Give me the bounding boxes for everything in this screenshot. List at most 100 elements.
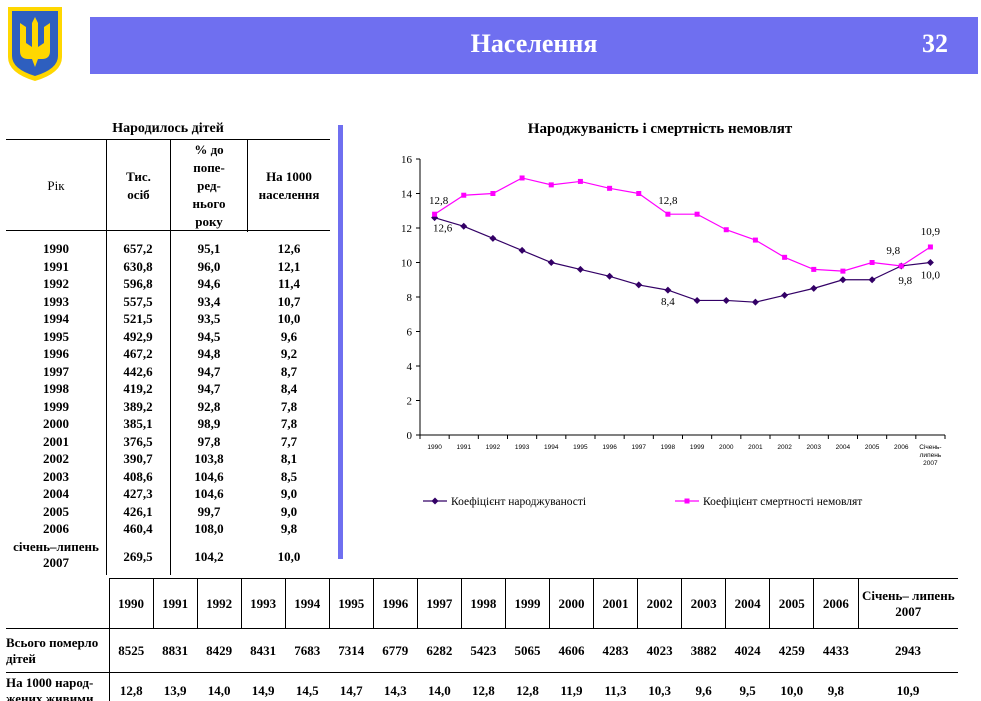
thousands-cell: 596,8 bbox=[123, 276, 153, 291]
table-row: 1999 389,2 92,8 7,8 bbox=[6, 399, 330, 417]
data-point bbox=[490, 191, 496, 196]
percent-cell: 99,7 bbox=[197, 503, 221, 519]
year-cell: 1990 bbox=[43, 241, 69, 256]
value-cell: 12,8 bbox=[516, 682, 539, 698]
births-table-body: 1990 657,2 95,1 12,6 1991 630,8 96,0 12,1 1992 59… bbox=[6, 231, 330, 575]
thousands-cell: 521,5 bbox=[123, 311, 153, 326]
per-1000-cell: 7,8 bbox=[280, 398, 298, 414]
year-header-cell: 2001 bbox=[593, 578, 638, 629]
table-row: 2004 427,3 104,6 9,0 bbox=[6, 486, 330, 504]
data-point bbox=[547, 259, 555, 266]
legend-marker bbox=[431, 497, 439, 505]
series-line-1 bbox=[434, 217, 931, 303]
per-1000-cell: 10,0 bbox=[277, 311, 301, 326]
y-tick-label: 8 bbox=[407, 292, 413, 304]
x-tick-label: 1993 bbox=[515, 444, 530, 451]
year-cell: 2005 bbox=[43, 503, 69, 519]
thousands-cell: 389,2 bbox=[123, 398, 153, 414]
year-cell: 2006 bbox=[43, 521, 69, 536]
header-percent: % до попе-ред-нього року bbox=[170, 140, 248, 232]
data-point bbox=[461, 192, 467, 198]
x-tick-label: 1997 bbox=[632, 444, 647, 451]
value-cell: 4606 bbox=[549, 628, 594, 673]
row-label: Всього померло дітей bbox=[6, 628, 110, 673]
table-row: 2005 426,1 99,7 9,0 bbox=[6, 504, 330, 522]
data-point bbox=[519, 175, 525, 181]
y-tick-label: 14 bbox=[401, 189, 413, 201]
thousands-cell: 442,6 bbox=[123, 363, 153, 379]
value-cell: 4023 bbox=[637, 628, 682, 673]
table-row: 1996 467,2 94,8 9,2 bbox=[6, 346, 330, 364]
percent-cell: 92,8 bbox=[197, 398, 221, 414]
births-table-header: Рік Тис. осіб % до попе-ред-нього року Н… bbox=[6, 139, 330, 232]
data-point bbox=[664, 286, 672, 294]
year-cell: 1997 bbox=[43, 363, 69, 379]
percent-cell: 103,8 bbox=[194, 451, 224, 466]
thousands-cell: 630,8 bbox=[123, 258, 153, 274]
per-1000-cell: 8,7 bbox=[280, 363, 298, 379]
data-point bbox=[548, 182, 554, 188]
per-1000-cell: 11,4 bbox=[277, 276, 301, 291]
x-tick-label: 1991 bbox=[457, 444, 472, 451]
section-divider bbox=[338, 125, 343, 559]
data-point bbox=[811, 266, 817, 272]
x-tick-label: 1996 bbox=[602, 444, 617, 451]
corner-cell bbox=[6, 578, 110, 629]
value-cell: 14,0 bbox=[207, 682, 231, 698]
year-cell: 1991 bbox=[43, 258, 69, 274]
x-tick-label: 2001 bbox=[748, 444, 763, 451]
value-cell: 9,5 bbox=[739, 682, 756, 698]
thousands-cell: 467,2 bbox=[123, 346, 153, 361]
per-1000-cell: 10,7 bbox=[277, 293, 301, 309]
data-label: 12,8 bbox=[429, 195, 449, 207]
table-row: 1995 492,9 94,5 9,6 bbox=[6, 329, 330, 347]
per-1000-cell: 8,5 bbox=[280, 468, 298, 484]
percent-cell: 104,2 bbox=[194, 548, 224, 564]
percent-cell: 94,5 bbox=[197, 328, 221, 344]
data-point bbox=[635, 281, 643, 289]
y-tick-label: 2 bbox=[407, 396, 413, 408]
data-point bbox=[781, 291, 789, 299]
percent-cell: 108,0 bbox=[194, 521, 224, 536]
value-cell: 2943 bbox=[858, 628, 958, 673]
value-cell: 14,5 bbox=[295, 682, 319, 698]
per-1000-cell: 12,1 bbox=[277, 258, 301, 274]
data-point bbox=[607, 185, 613, 191]
legend-label: Коефіцієнт народжуваності bbox=[451, 496, 586, 508]
line-chart: 0 2 4 6 8 10 12 14 16 1990 1991 1992 1993 1994 1995 199… bbox=[401, 154, 946, 508]
data-point bbox=[839, 276, 847, 284]
year-header-cell: 1992 bbox=[196, 578, 242, 629]
per-1000-cell: 9,0 bbox=[280, 503, 298, 519]
per-1000-cell: 7,8 bbox=[280, 416, 298, 431]
year-cell: 2002 bbox=[43, 451, 69, 466]
per-1000-cell: 9,0 bbox=[280, 486, 298, 501]
header-banner: Населення 32 bbox=[90, 17, 978, 74]
table-row: 2000 385,1 98,9 7,8 bbox=[6, 416, 330, 434]
value-cell: 11,9 bbox=[560, 682, 583, 698]
year-cell: 1994 bbox=[43, 311, 69, 326]
year-header-cell: 2003 bbox=[681, 578, 726, 629]
data-point bbox=[606, 272, 614, 280]
data-point bbox=[751, 298, 759, 306]
header-per-1000: На 1000 населення bbox=[258, 169, 320, 202]
year-header-cell: 2002 bbox=[637, 578, 682, 629]
per-1000-cell: 8,4 bbox=[280, 381, 298, 396]
table-row: 2006 460,4 108,0 9,8 bbox=[6, 521, 330, 539]
y-tick-label: 12 bbox=[401, 223, 412, 235]
year-cell: 1993 bbox=[43, 293, 69, 309]
year-header-cell: Січень– липень 2007 bbox=[857, 578, 958, 629]
thousands-cell: 269,5 bbox=[123, 548, 153, 564]
births-table: Рік Тис. осіб % до попе-ред-нього року Н… bbox=[6, 139, 330, 575]
table-row: 2002 390,7 103,8 8,1 bbox=[6, 451, 330, 469]
page-title: Населення bbox=[470, 29, 598, 58]
x-tick-label: 1994 bbox=[544, 444, 559, 451]
year-header-cell: 2006 bbox=[813, 578, 858, 629]
value-cell: 5423 bbox=[461, 628, 506, 673]
year-header-cell: 1998 bbox=[460, 578, 506, 629]
infant-deaths-table: 1990 1991 1992 1993 1994 1995 1996 1997 1998 1999… bbox=[6, 578, 958, 701]
value-cell: 7314 bbox=[329, 628, 374, 673]
year-cell: 1999 bbox=[43, 398, 69, 414]
year-cell: 2003 bbox=[43, 468, 69, 484]
percent-cell: 93,4 bbox=[197, 293, 221, 309]
data-point bbox=[693, 296, 701, 304]
